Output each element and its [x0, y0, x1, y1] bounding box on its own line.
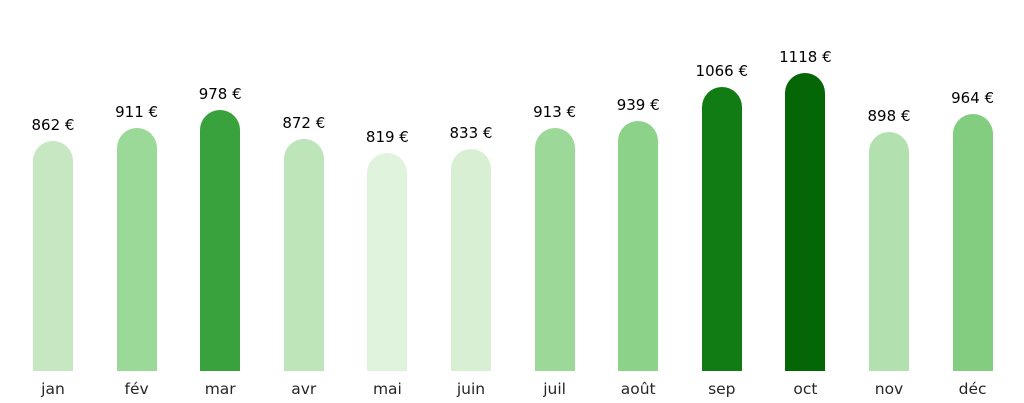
x-tick-label: fév — [124, 380, 149, 398]
bar-fév — [116, 128, 157, 371]
x-tick-label: août — [620, 380, 656, 398]
bar-group: 911 € fév — [115, 0, 158, 403]
bar-group: 833 € juin — [450, 0, 493, 403]
bar-group: 819 € mai — [366, 0, 409, 403]
x-tick-label: mar — [204, 380, 236, 398]
bar-mai — [367, 152, 408, 371]
bar-value-label: 819 € — [365, 127, 409, 146]
bar-value-label: 964 € — [951, 89, 995, 108]
bar-group: 964 € déc — [951, 0, 994, 403]
x-tick-label: oct — [793, 380, 818, 398]
x-tick-label: juin — [456, 380, 486, 398]
bar-value-label: 833 € — [449, 123, 493, 142]
bar-value-label: 939 € — [616, 95, 660, 114]
bar-value-label: 978 € — [198, 85, 242, 104]
bar-group: 872 € avr — [282, 0, 325, 403]
x-tick-label: sep — [708, 380, 736, 398]
bar-group: 913 € juil — [533, 0, 576, 403]
bar-value-label: 1118 € — [779, 48, 832, 66]
bar-group: 939 € août — [617, 0, 660, 403]
bar-jan — [33, 141, 73, 371]
bar-juil — [534, 127, 575, 371]
bar-juin — [451, 148, 491, 371]
bar-value-label: 872 € — [282, 113, 326, 132]
bar-mar — [200, 110, 241, 371]
bar-value-label: 911 € — [115, 103, 159, 122]
bar-value-label: 898 € — [867, 106, 911, 125]
bar-group: 898 € nov — [868, 0, 911, 403]
bar-group: 862 € jan — [32, 0, 75, 403]
bar-group: 1066 € sep — [696, 0, 749, 403]
x-tick-label: jan — [41, 380, 65, 398]
x-tick-label: nov — [874, 380, 904, 398]
x-tick-label: avr — [291, 380, 317, 398]
x-tick-label: déc — [958, 380, 987, 398]
bar-déc — [952, 114, 993, 371]
bar-group: 978 € mar — [199, 0, 242, 403]
bar-value-label: 1066 € — [695, 61, 749, 80]
x-tick-label: juil — [543, 380, 566, 398]
bar-group: 1118 € oct — [779, 0, 832, 403]
bar-oct — [785, 73, 826, 371]
bar-value-label: 913 € — [533, 102, 577, 121]
bar-avr — [283, 138, 324, 371]
bar-nov — [869, 131, 909, 371]
x-tick-label: mai — [372, 380, 402, 398]
bar-sep — [701, 86, 742, 371]
bar-août — [618, 120, 659, 371]
bar-value-label: 862 € — [31, 116, 75, 135]
